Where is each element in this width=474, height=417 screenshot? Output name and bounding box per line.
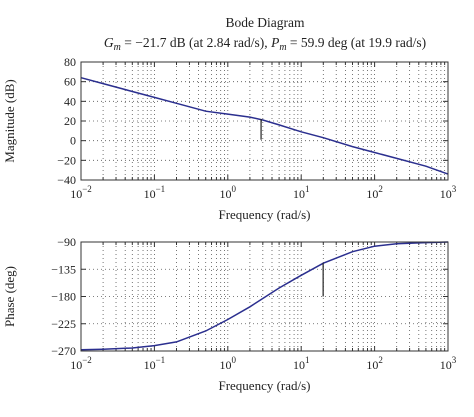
phase-xtick-label: 101 bbox=[293, 355, 310, 372]
magnitude-ytick-label: 80 bbox=[64, 55, 76, 69]
pm-symbol: P bbox=[270, 35, 279, 50]
phase-ytick-label: −180 bbox=[51, 290, 76, 304]
phase-series-line bbox=[80, 241, 449, 351]
phase-axes-frame bbox=[80, 241, 449, 352]
phase-xtick-label: 10−2 bbox=[70, 355, 92, 372]
magnitude-ytick-label: −40 bbox=[57, 173, 76, 187]
magnitude-yaxis-label: Magnitude (dB) bbox=[2, 79, 17, 162]
magnitude-ytick-label: 40 bbox=[64, 94, 76, 108]
phase-xaxis-label: Frequency (rad/s) bbox=[218, 378, 310, 393]
margins-subtitle: Gm = −21.7 dB (at 2.84 rad/s), Pm = 59.9… bbox=[104, 35, 426, 53]
magnitude-xtick-label: 10−2 bbox=[70, 184, 92, 201]
magnitude-series-line bbox=[80, 76, 449, 175]
phase-xtick-label: 103 bbox=[440, 355, 457, 372]
phase-ytick-label: −270 bbox=[51, 344, 76, 358]
gm-symbol: G bbox=[104, 35, 114, 50]
magnitude-xaxis-label: Frequency (rad/s) bbox=[218, 207, 310, 222]
phase-xtick-label: 102 bbox=[366, 355, 383, 372]
magnitude-ytick-label: 20 bbox=[64, 114, 76, 128]
magnitude-xtick-label: 103 bbox=[440, 184, 457, 201]
magnitude-xtick-label: 101 bbox=[293, 184, 310, 201]
gm-value-text: = −21.7 dB (at 2.84 rad/s), bbox=[121, 35, 271, 50]
phase-plot-area bbox=[81, 242, 448, 351]
magnitude-xtick-label: 10−1 bbox=[144, 184, 166, 201]
phase-ytick-label: −135 bbox=[51, 262, 76, 276]
pm-value-text: = 59.9 deg (at 19.9 rad/s) bbox=[287, 35, 427, 50]
phase-ytick-label: −225 bbox=[51, 317, 76, 331]
phase-xtick-label: 100 bbox=[220, 355, 237, 372]
gm-subscript: m bbox=[114, 42, 121, 53]
chart-title: Bode Diagram bbox=[225, 15, 305, 30]
magnitude-ytick-label: −20 bbox=[57, 153, 76, 167]
magnitude-ytick-label: 0 bbox=[70, 134, 76, 148]
pm-subscript: m bbox=[279, 42, 286, 53]
magnitude-xtick-label: 100 bbox=[220, 184, 237, 201]
magnitude-axes-frame bbox=[80, 61, 449, 181]
phase-plot: −270 −225 −180 −135 −90 10−2 10−1 100 101 102 103 F… bbox=[2, 235, 457, 393]
phase-xtick-label: 10−1 bbox=[144, 355, 166, 372]
phase-yaxis-label: Phase (deg) bbox=[2, 266, 17, 327]
magnitude-plot: −40 −20 0 20 40 60 80 10−2 10−1 100 101 102 103 Frequ… bbox=[2, 55, 457, 222]
magnitude-ytick-label: 60 bbox=[64, 75, 76, 89]
magnitude-xtick-label: 102 bbox=[366, 184, 383, 201]
phase-ytick-label: −90 bbox=[57, 235, 76, 249]
